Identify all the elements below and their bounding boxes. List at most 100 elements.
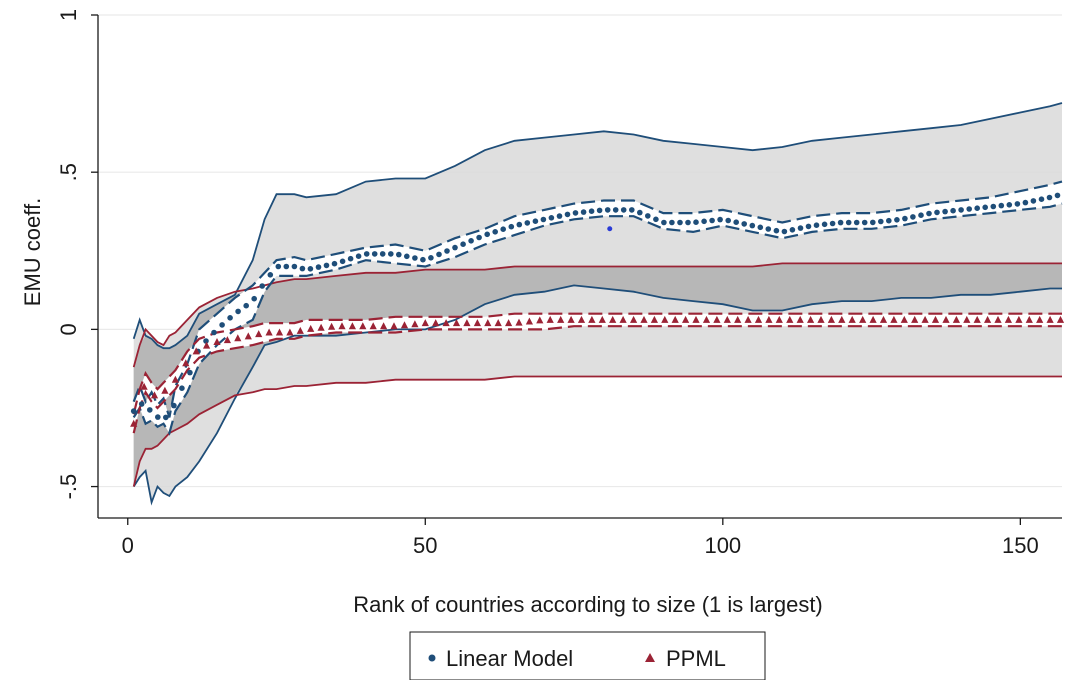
linear-point	[669, 219, 675, 226]
ppml-point	[348, 322, 356, 330]
x-tick-label-3: 150	[1002, 533, 1039, 558]
ppml-point	[213, 338, 221, 345]
linear-outer-upper-line	[132, 102, 1063, 350]
linear-point	[323, 262, 330, 269]
legend-linear-marker	[428, 654, 436, 662]
linear-point	[331, 260, 338, 267]
linear-point	[1046, 194, 1053, 201]
linear-point	[243, 302, 249, 309]
series-markers	[130, 192, 1065, 427]
ppml-point	[255, 330, 263, 338]
linear-point	[259, 283, 266, 289]
ppml-point	[713, 315, 721, 323]
linear-point	[235, 308, 241, 315]
linear-point	[693, 219, 699, 225]
ppml-point	[484, 319, 492, 327]
linear-point	[179, 385, 185, 392]
linear-point	[870, 219, 876, 226]
ppml-point	[702, 315, 711, 323]
linear-point	[797, 225, 804, 231]
linear-point	[307, 266, 314, 272]
ppml-point	[744, 315, 752, 323]
ppml-point	[734, 315, 742, 323]
ppml-point	[994, 315, 1002, 323]
ppml-point	[390, 322, 398, 330]
linear-point	[508, 223, 515, 230]
ppml-point	[557, 315, 565, 323]
legend-ppml-label: PPML	[666, 646, 726, 671]
ppml-point	[577, 315, 586, 323]
band-overlap	[133, 263, 1062, 487]
linear-point	[789, 227, 796, 233]
y-tick-label-1: 0	[56, 323, 81, 335]
linear-point	[388, 251, 394, 257]
linear-point	[532, 218, 539, 224]
linear-point	[572, 210, 579, 216]
linear-point	[516, 221, 523, 228]
linear-point	[958, 207, 964, 213]
ppml-point	[369, 322, 377, 330]
ppml-point	[411, 320, 419, 328]
linear-point	[709, 217, 715, 224]
linear-point	[291, 263, 298, 270]
linear-point	[492, 229, 499, 235]
linear-point	[147, 407, 153, 413]
ppml-point	[754, 315, 763, 323]
ppml-point	[848, 315, 856, 323]
y-tick-label-2: .5	[56, 163, 81, 181]
ppml-point	[786, 315, 794, 323]
ppml-point	[432, 319, 440, 327]
ppml-point	[588, 315, 596, 323]
linear-point	[934, 209, 940, 216]
ppml-point	[1004, 315, 1012, 323]
ppml-outer-lower-line	[132, 375, 1062, 487]
linear-point	[275, 263, 282, 270]
legend: Linear Model PPML	[409, 631, 766, 680]
linear-point	[283, 263, 290, 270]
ppml-point	[598, 315, 606, 323]
linear-point	[845, 219, 852, 226]
linear-point	[138, 401, 145, 407]
linear-outer-lower-line	[132, 284, 1062, 506]
ppml-point	[234, 334, 242, 342]
linear-point	[813, 222, 820, 228]
annotation-point-0	[607, 226, 613, 232]
ppml-point	[869, 315, 877, 323]
linear-point	[821, 221, 828, 228]
linear-point	[163, 414, 169, 421]
linear-point	[404, 253, 410, 260]
linear-point	[861, 219, 868, 226]
ppml-point	[192, 347, 200, 355]
linear-point	[620, 207, 627, 213]
ppml-point	[275, 328, 284, 336]
ppml-point	[609, 315, 617, 323]
ticks: -.5 0 .5 1 0 50 100 150	[56, 9, 1039, 558]
linear-point	[604, 207, 611, 213]
linear-point	[379, 251, 386, 257]
linear-outer-band	[133, 103, 1062, 503]
ppml-point	[150, 391, 159, 399]
linear-point	[1030, 198, 1037, 204]
ppml-point	[244, 332, 252, 340]
linear-point	[629, 207, 635, 213]
ppml-point	[775, 315, 783, 323]
ppml-point	[879, 315, 888, 323]
linear-point	[444, 248, 450, 254]
ppml-point	[296, 326, 304, 334]
ppml-point	[963, 315, 971, 323]
y-tick-label-3: 1	[56, 9, 81, 21]
linear-point	[701, 218, 707, 225]
ppml-point	[911, 315, 919, 323]
linear-point	[685, 219, 691, 226]
linear-point	[612, 207, 619, 213]
ppml-point	[640, 315, 648, 323]
linear-point	[251, 295, 257, 302]
linear-point	[524, 220, 531, 226]
linear-point	[653, 216, 659, 223]
linear-point	[757, 224, 764, 231]
ppml-point	[567, 315, 575, 323]
ppml-point	[984, 315, 992, 323]
linear-point	[500, 226, 507, 232]
ppml-inner-upper-line	[132, 312, 1062, 415]
linear-point	[564, 211, 571, 218]
